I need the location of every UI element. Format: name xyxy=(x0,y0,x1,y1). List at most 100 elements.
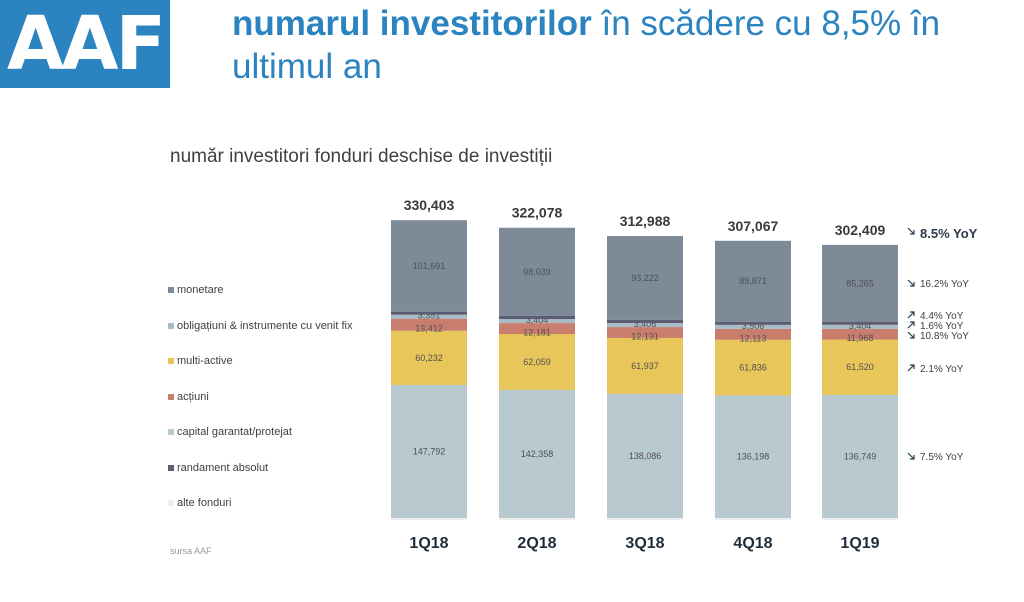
yoy-arrow-icon-head xyxy=(910,334,915,339)
legend-swatch xyxy=(168,358,174,364)
source-note: sursa AAF xyxy=(170,546,212,556)
yoy-label-multi_active: 2.1% YoY xyxy=(920,364,964,375)
segment-label-capital_garantat: 138,086 xyxy=(629,451,662,461)
legend-swatch xyxy=(168,429,174,435)
legend-swatch xyxy=(168,393,174,400)
yoy-arrow-icon xyxy=(907,331,915,339)
bar-segment-actiuni xyxy=(822,328,898,340)
segment-label-actiuni: 12,113 xyxy=(740,333,767,343)
yoy-arrow-icon xyxy=(907,452,915,460)
yoy-label-randament_absolut: 4.4% YoY xyxy=(920,311,964,322)
bar-segment-monetare xyxy=(499,227,575,316)
bar-segment-capital_garantat xyxy=(715,395,791,518)
yoy-label-capital_garantat: 7.5% YoY xyxy=(920,452,964,463)
segment-label-multi_active: 60,232 xyxy=(415,353,443,363)
bar-segment-alte_fonduri xyxy=(391,518,467,520)
yoy-label-actiuni: 10.8% YoY xyxy=(920,331,969,342)
bar-segment-multi_active xyxy=(715,339,791,396)
bar-segment-randament_absolut xyxy=(499,315,575,320)
legend-swatch xyxy=(168,464,174,471)
segment-label-capital_garantat: 136,749 xyxy=(844,451,877,461)
x-tick-label: 2Q18 xyxy=(517,535,556,552)
segment-label-actiuni: 12,181 xyxy=(523,328,551,338)
legend-label: alte fonduri xyxy=(177,497,232,509)
bar-segment-obligatiuni xyxy=(391,314,467,319)
yoy-arrow-icon-head xyxy=(910,455,915,460)
yoy-arrow-icon-head xyxy=(910,311,915,316)
bar-segment-multi_active xyxy=(391,330,467,385)
aaf-logo: AAF xyxy=(0,0,170,88)
bar-segment-alte_fonduri xyxy=(715,518,791,520)
bar-segment-multi_active xyxy=(499,334,575,390)
segment-label-multi_active: 62,059 xyxy=(523,357,551,367)
legend-swatch xyxy=(168,322,174,329)
segment-label-actiuni: 12,131 xyxy=(631,332,659,342)
bar-segment-randament_absolut xyxy=(822,321,898,325)
bar-segment-monetare xyxy=(715,240,791,322)
segment-label-capital_garantat: 147,792 xyxy=(413,446,446,456)
bar-segment-monetare xyxy=(607,236,683,320)
bar-segment-multi_active xyxy=(607,337,683,394)
bar-total-label: 312,988 xyxy=(620,213,671,229)
legend-swatch xyxy=(168,287,174,293)
headline-rest: în scădere cu 8,5% în ultimul an xyxy=(232,4,941,86)
x-tick-label: 3Q18 xyxy=(625,535,664,552)
segment-label-capital_garantat: 142,358 xyxy=(521,449,554,459)
segment-label-monetare: 89,871 xyxy=(739,276,767,286)
segment-label-monetare: 85,265 xyxy=(846,278,874,288)
page-headline: numarul investitorilor în scădere cu 8,5… xyxy=(232,2,1012,88)
segment-label-obligatiuni: 3,506 xyxy=(742,321,765,331)
legend-swatch xyxy=(168,500,174,506)
headline-bold: numarul investitorilor xyxy=(232,4,592,43)
segment-label-obligatiuni: 3,404 xyxy=(526,315,549,325)
segment-label-actiuni: 13,412 xyxy=(415,324,443,334)
bar-segment-actiuni xyxy=(607,327,683,338)
yoy-arrow-icon-head xyxy=(910,364,915,369)
legend-item-actiuni: acțiuni xyxy=(168,391,209,403)
segment-label-actiuni: 11,968 xyxy=(847,333,874,343)
segment-label-monetare: 93,222 xyxy=(631,273,659,283)
segment-label-multi_active: 61,937 xyxy=(631,361,659,371)
bar-segment-alte_fonduri xyxy=(822,518,898,520)
bar-segment-obligatiuni xyxy=(822,324,898,329)
bar-total-label: 330,403 xyxy=(404,197,455,213)
bar-segment-capital_garantat xyxy=(391,384,467,518)
bar-segment-alte_fonduri xyxy=(499,518,575,520)
segment-label-multi_active: 61,520 xyxy=(846,362,874,372)
legend-label: randament absolut xyxy=(177,461,269,474)
legend-label: monetare xyxy=(177,284,224,296)
bar-segment-actiuni xyxy=(715,328,791,340)
yoy-total-arrow-icon-head xyxy=(910,230,915,235)
yoy-arrow-icon-head xyxy=(910,282,915,287)
yoy-arrow-icon xyxy=(907,364,915,372)
bar-segment-obligatiuni xyxy=(499,319,575,324)
bar-segment-multi_active xyxy=(822,339,898,395)
segment-label-multi_active: 61,836 xyxy=(739,363,767,373)
bar-segment-randament_absolut xyxy=(607,319,683,324)
legend-item-obligatiuni: obligațiuni & instrumente cu venit fix xyxy=(168,320,352,332)
legend-item-monetare: monetare xyxy=(168,284,223,296)
bar-segment-obligatiuni xyxy=(715,324,791,329)
bar-segment-capital_garantat xyxy=(822,394,898,518)
x-tick-label: 1Q18 xyxy=(409,535,448,552)
bar-segment-randament_absolut xyxy=(391,311,467,315)
legend-item-alte_fonduri: alte fonduri xyxy=(168,497,231,509)
chart-title: număr investitori fonduri deschise de in… xyxy=(170,146,553,167)
x-tick-label: 1Q19 xyxy=(840,535,879,552)
segment-label-obligatiuni: 3,351 xyxy=(418,311,441,321)
bar-segment-alte_fonduri xyxy=(607,518,683,520)
bar-segment-randament_absolut xyxy=(715,321,791,325)
yoy-arrow-icon xyxy=(907,279,915,287)
legend-item-randament_absolut: randament absolut xyxy=(168,462,268,474)
segment-label-monetare: 101,691 xyxy=(413,261,446,271)
yoy-arrow-icon-head xyxy=(910,321,915,326)
legend-label: acțiuni xyxy=(177,390,209,403)
bar-segment-capital_garantat xyxy=(499,389,575,518)
segment-label-obligatiuni: 3,404 xyxy=(849,321,872,331)
bar-segment-obligatiuni xyxy=(607,323,683,328)
bar-total-label: 307,067 xyxy=(728,218,779,234)
bar-segment-monetare xyxy=(391,220,467,312)
segment-label-monetare: 98,039 xyxy=(523,267,551,277)
yoy-arrow-icon xyxy=(907,311,915,319)
